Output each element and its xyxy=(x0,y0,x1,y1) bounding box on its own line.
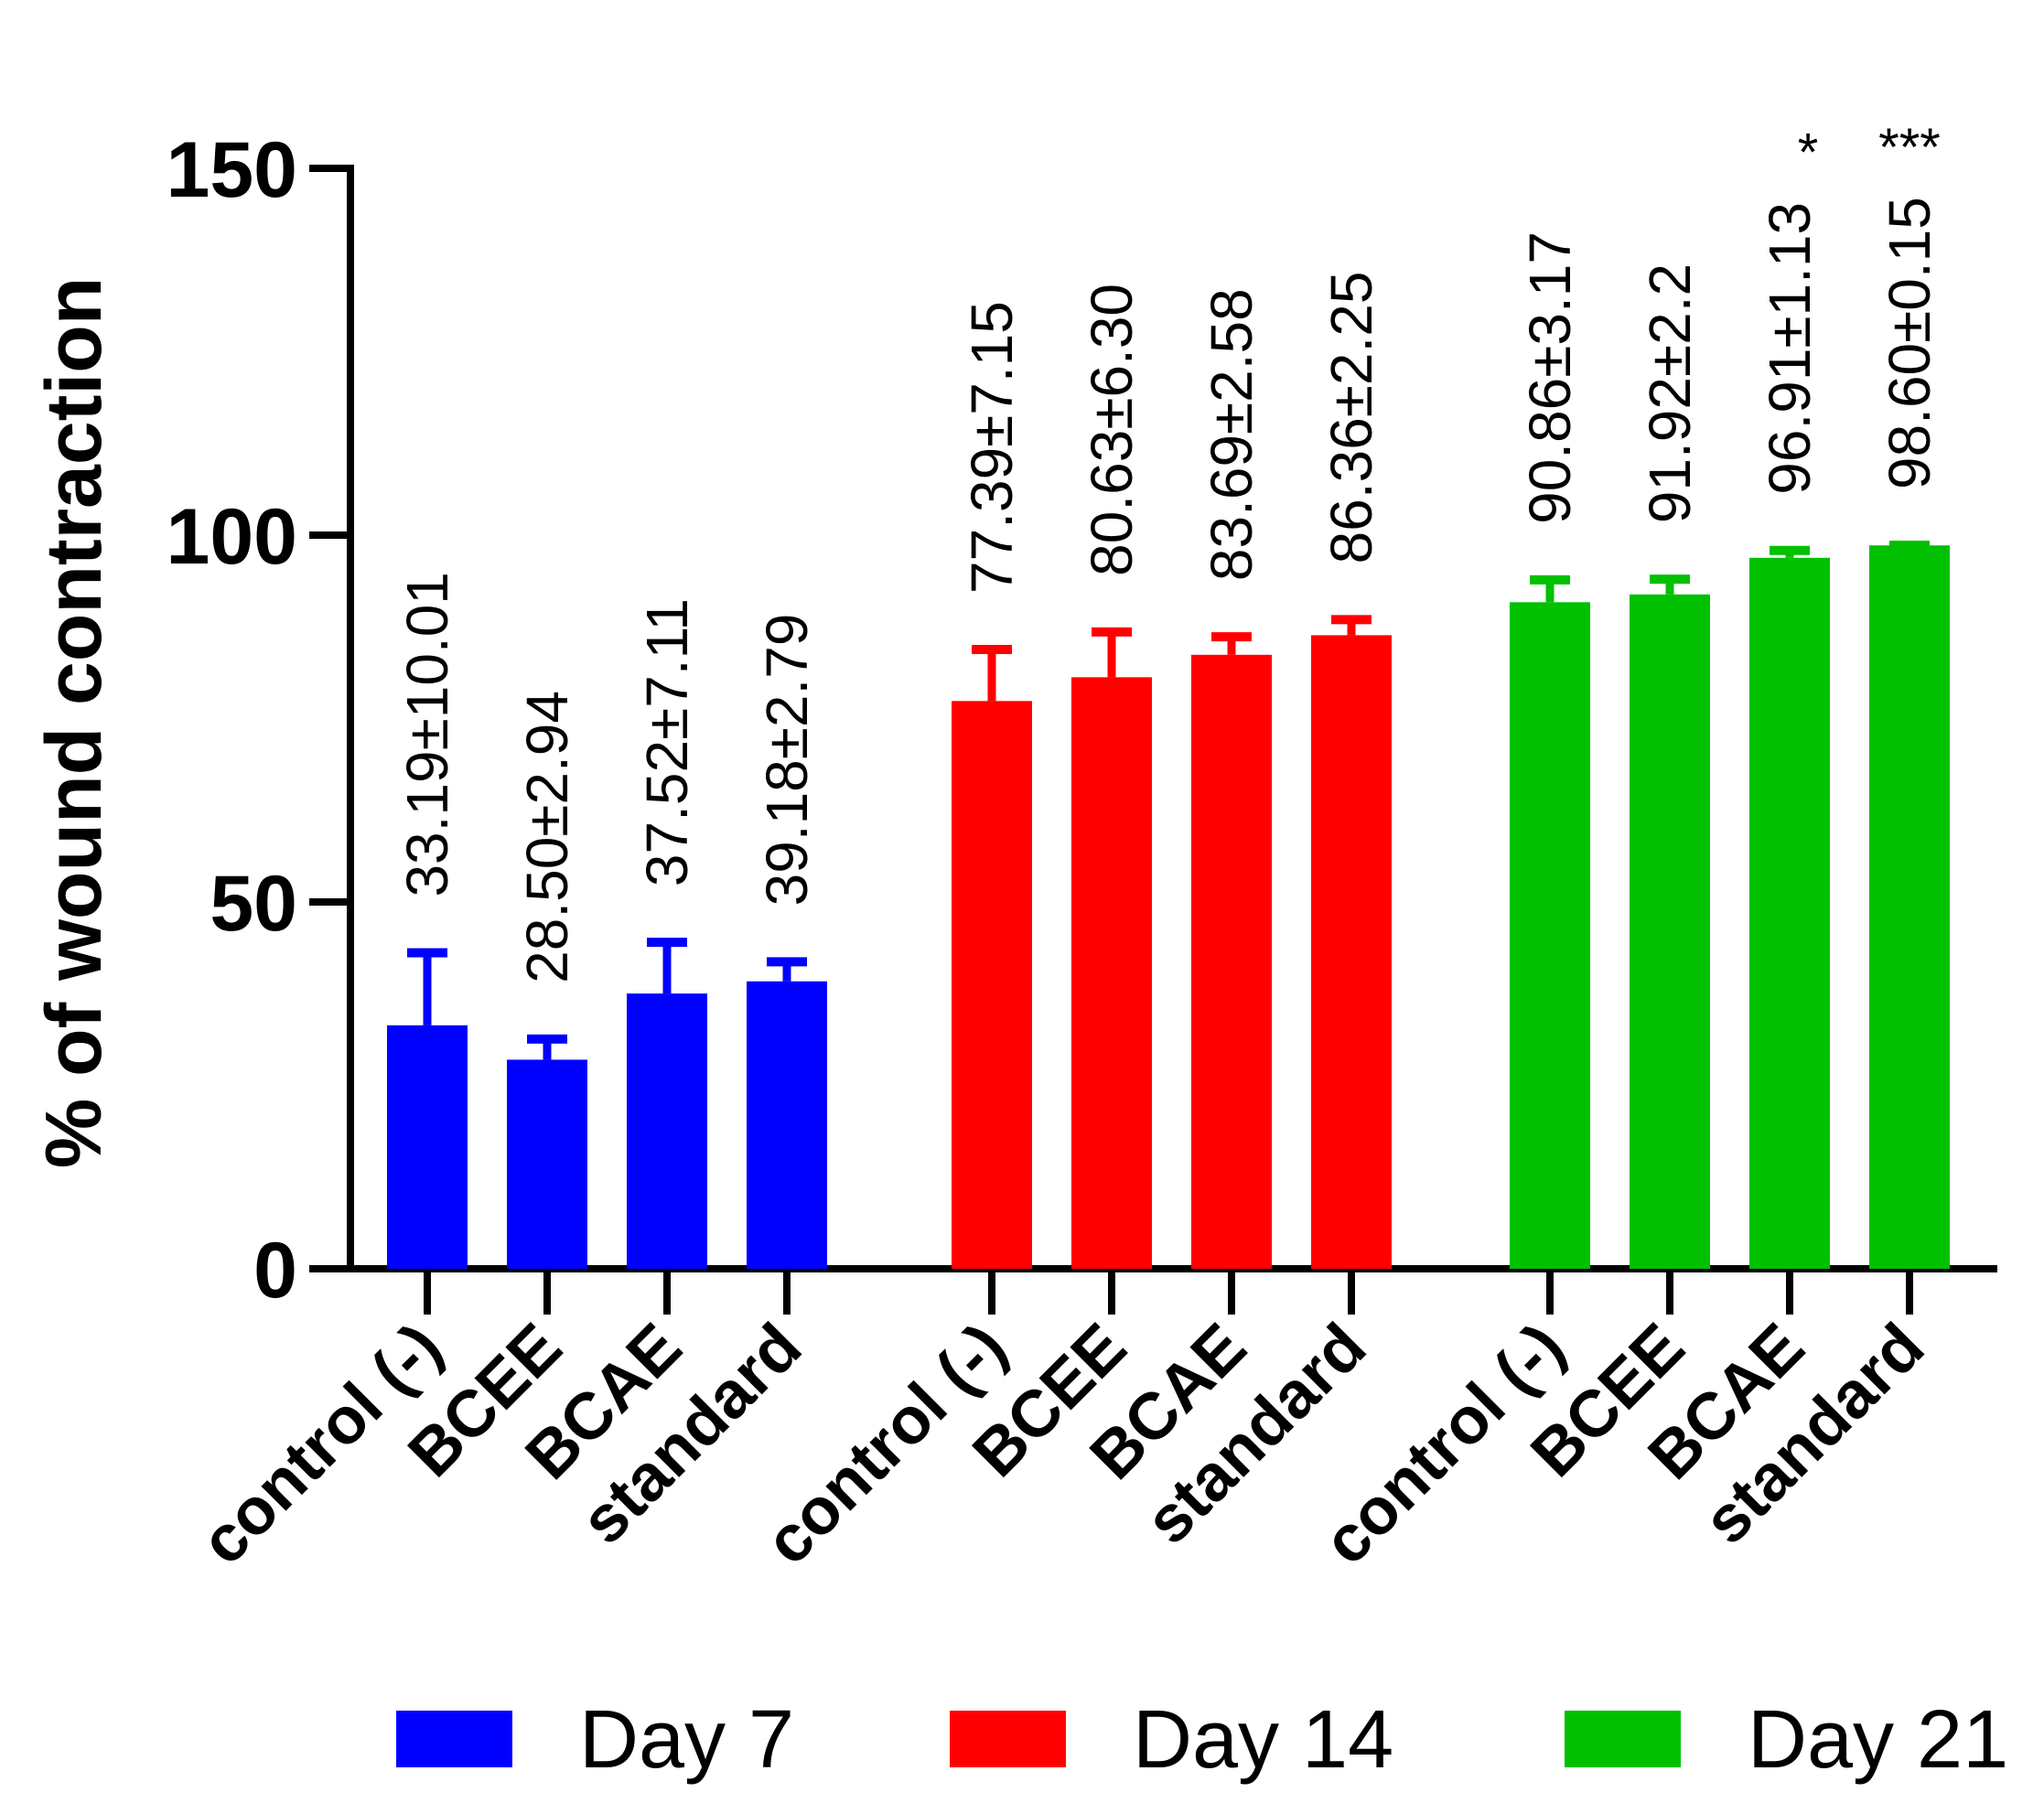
y-tick-label: 100 xyxy=(167,493,298,581)
value-label: 80.63±6.30 xyxy=(1079,284,1145,576)
error-cap xyxy=(1092,627,1132,637)
error-cap xyxy=(1889,541,1930,551)
bar xyxy=(1071,677,1152,1269)
bar xyxy=(1749,557,1830,1269)
bar xyxy=(1311,635,1392,1269)
bar xyxy=(1869,545,1950,1269)
y-tick-label: 50 xyxy=(210,860,297,948)
legend-label: Day 14 xyxy=(1133,1694,1393,1786)
value-label: 91.92±2.2 xyxy=(1637,263,1703,523)
legend-label: Day 21 xyxy=(1748,1694,2008,1786)
error-cap xyxy=(767,957,807,967)
bar xyxy=(1630,594,1710,1269)
data-labels: 33.19±10.01 28.50±2.94 37.52±7.11 39.18±2.7… xyxy=(394,118,1942,983)
bars xyxy=(387,541,1950,1269)
error-cap xyxy=(1331,615,1372,625)
y-tick-label: 150 xyxy=(167,126,298,214)
y-axis-label: % of wound contraction xyxy=(30,277,118,1169)
bar xyxy=(1191,654,1272,1269)
legend-swatch xyxy=(950,1711,1066,1767)
y-tick-label: 0 xyxy=(253,1227,297,1315)
value-label: 28.50±2.94 xyxy=(514,691,580,983)
bar xyxy=(627,993,707,1269)
significance-marker: * xyxy=(1798,123,1819,183)
value-label: 39.18±2.79 xyxy=(754,614,820,907)
value-label: 37.52±7.11 xyxy=(634,598,700,886)
value-label: 77.39±7.15 xyxy=(959,301,1025,594)
error-cap xyxy=(647,938,687,948)
legend: Day 7 Day 14 Day 21 xyxy=(396,1694,2008,1786)
legend-swatch xyxy=(1565,1711,1681,1767)
legend-swatch xyxy=(396,1711,512,1767)
value-label: 90.86±3.17 xyxy=(1517,231,1583,524)
error-cap xyxy=(527,1034,567,1044)
value-label: 86.36±2.25 xyxy=(1318,272,1384,564)
error-cap xyxy=(972,644,1012,654)
error-cap xyxy=(1211,632,1252,642)
axes: 0 50 100 150 xyxy=(167,126,1997,1315)
bar xyxy=(747,981,827,1269)
value-label: 96.91±1.13 xyxy=(1757,202,1823,495)
error-cap xyxy=(1770,545,1810,555)
bar xyxy=(387,1025,468,1269)
error-cap xyxy=(407,948,447,958)
value-label: 98.60±0.15 xyxy=(1877,197,1942,489)
error-cap xyxy=(1650,574,1690,585)
value-label: 33.19±10.01 xyxy=(394,572,460,896)
significance-marker: *** xyxy=(1878,118,1941,177)
bar xyxy=(507,1059,587,1269)
bar xyxy=(1510,602,1590,1269)
legend-label: Day 7 xyxy=(579,1694,794,1786)
value-label: 83.69±2.58 xyxy=(1199,288,1264,581)
error-cap xyxy=(1530,574,1570,585)
bar xyxy=(952,701,1032,1269)
